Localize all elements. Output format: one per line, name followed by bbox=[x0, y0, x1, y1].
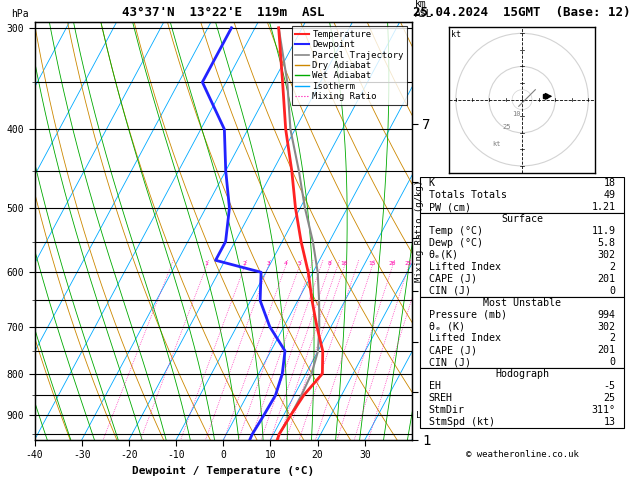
Text: 3: 3 bbox=[266, 261, 270, 266]
Text: 13: 13 bbox=[603, 417, 615, 427]
Text: StmDir: StmDir bbox=[429, 405, 465, 415]
Text: CIN (J): CIN (J) bbox=[429, 286, 470, 295]
Bar bbox=[420, 213, 624, 296]
Text: -5: -5 bbox=[603, 381, 615, 391]
Bar bbox=[420, 368, 624, 428]
Text: CIN (J): CIN (J) bbox=[429, 357, 470, 367]
Text: 25: 25 bbox=[603, 393, 615, 403]
Text: 2: 2 bbox=[243, 261, 247, 266]
Text: Lifted Index: Lifted Index bbox=[429, 333, 501, 344]
Text: Totals Totals: Totals Totals bbox=[429, 191, 507, 200]
Text: 1.21: 1.21 bbox=[591, 202, 615, 212]
Text: K: K bbox=[429, 178, 435, 189]
Text: 201: 201 bbox=[598, 274, 615, 284]
Text: kt: kt bbox=[451, 30, 461, 39]
Text: EH: EH bbox=[429, 381, 441, 391]
Text: 25: 25 bbox=[405, 261, 413, 266]
Text: 25: 25 bbox=[502, 124, 511, 130]
Text: SREH: SREH bbox=[429, 393, 453, 403]
Text: LCL: LCL bbox=[416, 411, 432, 420]
Text: 0: 0 bbox=[610, 357, 615, 367]
Bar bbox=[420, 296, 624, 368]
Text: 49: 49 bbox=[603, 191, 615, 200]
Text: Temp (°C): Temp (°C) bbox=[429, 226, 482, 236]
Text: 25.04.2024  15GMT  (Base: 12): 25.04.2024 15GMT (Base: 12) bbox=[413, 6, 629, 19]
Text: 43°37'N  13°22'E  119m  ASL: 43°37'N 13°22'E 119m ASL bbox=[122, 6, 325, 19]
Y-axis label: km
ASL: km ASL bbox=[442, 209, 459, 231]
Text: CAPE (J): CAPE (J) bbox=[429, 346, 477, 355]
Bar bbox=[420, 177, 624, 213]
Text: Surface: Surface bbox=[501, 214, 543, 224]
Text: 4: 4 bbox=[284, 261, 287, 266]
Text: 2: 2 bbox=[610, 262, 615, 272]
Text: 10: 10 bbox=[512, 111, 521, 117]
Text: 20: 20 bbox=[389, 261, 396, 266]
Text: 5: 5 bbox=[298, 261, 301, 266]
Text: Pressure (mb): Pressure (mb) bbox=[429, 310, 507, 320]
Text: 8: 8 bbox=[328, 261, 331, 266]
Text: 11.9: 11.9 bbox=[591, 226, 615, 236]
Text: StmSpd (kt): StmSpd (kt) bbox=[429, 417, 494, 427]
Text: hPa: hPa bbox=[11, 9, 28, 19]
Text: 994: 994 bbox=[598, 310, 615, 320]
Text: 302: 302 bbox=[598, 250, 615, 260]
Text: Mixing Ratio (g/kg): Mixing Ratio (g/kg) bbox=[415, 180, 424, 282]
Text: 0: 0 bbox=[610, 286, 615, 295]
Text: Dewp (°C): Dewp (°C) bbox=[429, 238, 482, 248]
Legend: Temperature, Dewpoint, Parcel Trajectory, Dry Adiabat, Wet Adiabat, Isotherm, Mi: Temperature, Dewpoint, Parcel Trajectory… bbox=[292, 26, 408, 104]
Text: 5.8: 5.8 bbox=[598, 238, 615, 248]
Text: CAPE (J): CAPE (J) bbox=[429, 274, 477, 284]
Text: PW (cm): PW (cm) bbox=[429, 202, 470, 212]
Text: 18: 18 bbox=[603, 178, 615, 189]
Text: kt: kt bbox=[493, 141, 501, 147]
Text: km
ASL: km ASL bbox=[415, 0, 433, 19]
Text: 201: 201 bbox=[598, 346, 615, 355]
Text: © weatheronline.co.uk: © weatheronline.co.uk bbox=[465, 450, 579, 459]
Text: 1: 1 bbox=[204, 261, 208, 266]
Text: 302: 302 bbox=[598, 322, 615, 331]
Text: 2: 2 bbox=[610, 333, 615, 344]
Text: Lifted Index: Lifted Index bbox=[429, 262, 501, 272]
Text: 10: 10 bbox=[340, 261, 348, 266]
Text: 15: 15 bbox=[369, 261, 376, 266]
Text: θₑ (K): θₑ (K) bbox=[429, 322, 465, 331]
Text: Most Unstable: Most Unstable bbox=[483, 297, 561, 308]
Text: 311°: 311° bbox=[591, 405, 615, 415]
Text: θₑ(K): θₑ(K) bbox=[429, 250, 459, 260]
Y-axis label: hPa: hPa bbox=[0, 221, 1, 241]
Text: Hodograph: Hodograph bbox=[495, 369, 549, 379]
X-axis label: Dewpoint / Temperature (°C): Dewpoint / Temperature (°C) bbox=[132, 466, 314, 476]
